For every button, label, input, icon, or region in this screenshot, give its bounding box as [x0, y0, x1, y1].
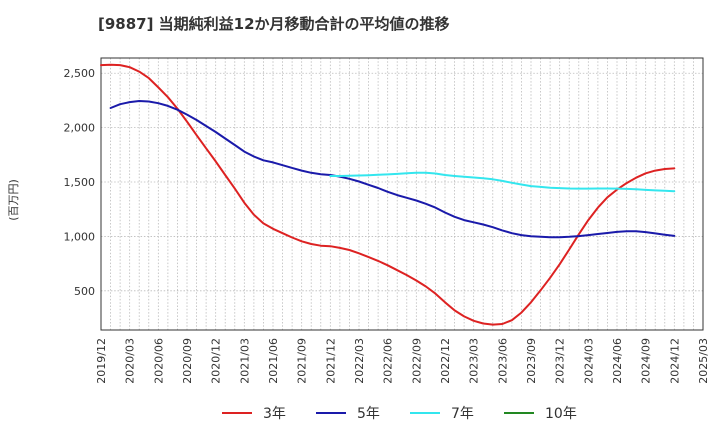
y-tick-label: 2,500 [64, 67, 96, 80]
y-tick-label: 500 [74, 285, 95, 298]
x-tick-label: 2021/03 [238, 338, 251, 384]
x-tick-label: 2020/12 [210, 338, 223, 384]
x-tick-label: 2022/06 [382, 338, 395, 384]
x-tick-label: 2024/09 [640, 338, 653, 384]
x-tick-label: 2021/06 [267, 338, 280, 384]
x-tick-label: 2022/12 [439, 338, 452, 384]
series-lines [100, 63, 676, 326]
x-tick-label: 2023/03 [468, 338, 481, 384]
x-tick-label: 2023/12 [554, 338, 567, 384]
series-line-3 [329, 171, 676, 193]
x-tick-label: 2023/09 [525, 338, 538, 384]
legend-label-2: 5年 [357, 406, 380, 422]
x-tick-label: 2022/03 [353, 338, 366, 384]
plot-frame [100, 57, 704, 331]
series-line-1 [100, 63, 676, 326]
legend: 3年 5年 7年 10年 [222, 406, 577, 422]
x-tick-label: 2024/03 [582, 338, 595, 384]
x-tick-label: 2023/06 [496, 338, 509, 384]
legend-label-1: 3年 [263, 406, 286, 422]
series-line-2 [109, 100, 676, 239]
y-tick-label: 1,000 [64, 230, 96, 243]
chart-title: [9887] 当期純利益12か月移動合計の平均値の推移 [98, 15, 450, 33]
y-tick-label: 1,500 [64, 176, 96, 189]
x-tick-label: 2020/03 [124, 338, 137, 384]
y-axis-label: (百万円) [7, 179, 20, 221]
x-tick-label: 2020/06 [152, 338, 165, 384]
x-tick-label: 2020/09 [181, 338, 194, 384]
x-axis: 2019/12 2020/03 2020/06 2020/09 2020/12 2021/… [95, 338, 710, 384]
x-tick-label: 2021/09 [296, 338, 309, 384]
x-tick-label: 2022/09 [410, 338, 423, 384]
grid [101, 58, 703, 330]
y-axis: 500 1,000 1,500 2,000 2,500 [64, 67, 96, 298]
x-tick-label: 2021/12 [324, 338, 337, 384]
legend-label-4: 10年 [545, 406, 577, 422]
x-tick-label: 2024/06 [611, 338, 624, 384]
x-tick-label: 2025/03 [697, 338, 710, 384]
legend-label-3: 7年 [451, 406, 474, 422]
y-tick-label: 2,000 [64, 122, 96, 135]
x-tick-label: 2024/12 [668, 338, 681, 384]
x-tick-label: 2019/12 [95, 338, 108, 384]
